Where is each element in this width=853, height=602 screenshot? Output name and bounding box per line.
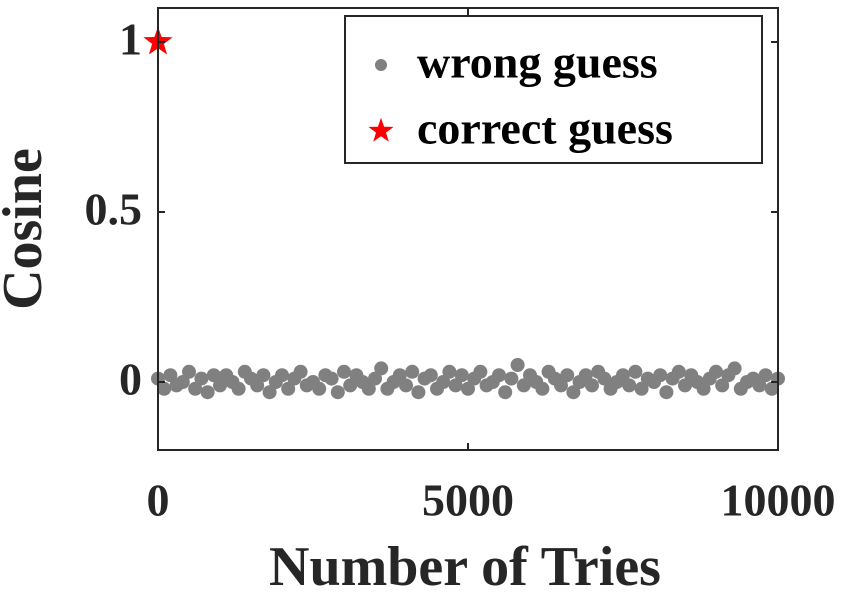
x-tick-label: 0 — [147, 475, 170, 526]
point — [473, 364, 488, 379]
point — [324, 371, 339, 386]
point — [330, 385, 345, 400]
point — [498, 385, 513, 400]
x-tick-label: 5000 — [422, 475, 514, 526]
point — [250, 378, 265, 393]
point — [343, 378, 358, 393]
point — [375, 59, 387, 71]
point — [758, 368, 773, 383]
point — [616, 368, 630, 383]
point — [312, 381, 327, 396]
point — [188, 381, 203, 396]
y-axis-label: Cosine — [0, 148, 54, 310]
point — [764, 381, 779, 396]
point — [554, 378, 568, 393]
point — [510, 358, 525, 372]
point — [368, 371, 382, 386]
point — [337, 364, 351, 379]
point — [231, 381, 246, 396]
point — [213, 378, 227, 393]
point — [535, 381, 550, 396]
point — [678, 378, 692, 393]
point — [442, 364, 457, 379]
point — [194, 371, 209, 386]
point — [696, 381, 711, 396]
point — [622, 378, 637, 393]
point — [578, 368, 593, 383]
point — [709, 364, 723, 379]
point — [566, 385, 581, 400]
point — [628, 364, 643, 379]
point — [653, 368, 668, 383]
point — [560, 368, 575, 383]
point — [175, 375, 190, 389]
point — [281, 381, 296, 396]
point — [671, 364, 686, 379]
point — [293, 364, 308, 379]
point — [585, 378, 599, 393]
y-tick-label: 0.5 — [85, 184, 143, 235]
point — [182, 364, 196, 379]
point — [727, 361, 742, 376]
point — [200, 385, 215, 400]
point — [405, 364, 420, 379]
point — [659, 385, 674, 400]
point — [157, 381, 172, 396]
legend-label: correct guess — [417, 103, 673, 154]
point — [454, 368, 469, 383]
point — [436, 375, 451, 389]
point — [504, 371, 519, 386]
y-tick-label: 0 — [119, 354, 142, 405]
point — [461, 381, 475, 396]
point — [275, 368, 289, 383]
x-axis-label: Number of Tries — [269, 536, 661, 598]
point — [715, 378, 730, 393]
point — [411, 385, 426, 400]
point — [361, 381, 376, 396]
legend-box — [344, 15, 763, 164]
point — [392, 368, 407, 383]
y-tick-label: 1 — [119, 14, 142, 65]
star-point — [368, 117, 394, 142]
point — [262, 385, 277, 400]
point — [423, 368, 438, 383]
point — [597, 371, 612, 386]
x-tick-label: 10000 — [721, 475, 836, 526]
point — [634, 381, 649, 396]
legend-label: wrong guess — [417, 37, 658, 88]
point — [256, 368, 271, 383]
point — [399, 378, 413, 393]
point — [752, 378, 767, 393]
point — [448, 378, 463, 393]
point — [163, 368, 178, 383]
point — [492, 368, 506, 383]
point — [374, 361, 389, 376]
point — [206, 368, 221, 383]
point — [516, 378, 531, 393]
